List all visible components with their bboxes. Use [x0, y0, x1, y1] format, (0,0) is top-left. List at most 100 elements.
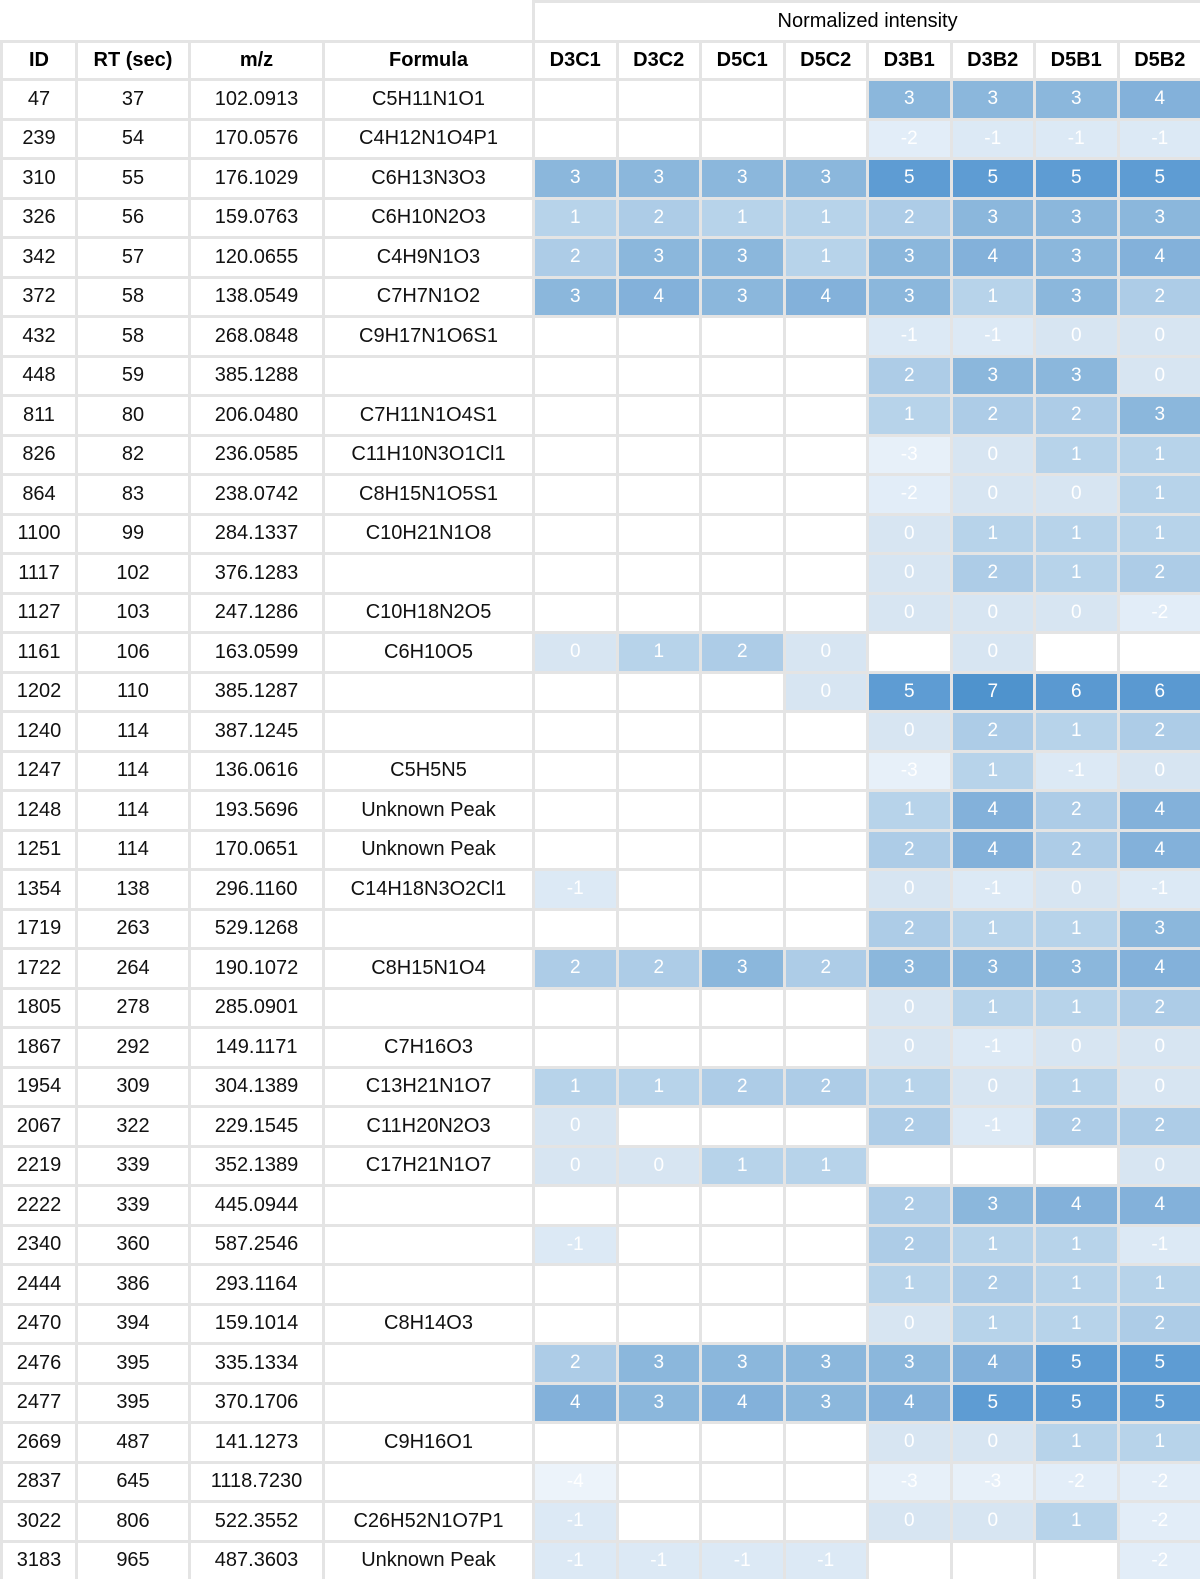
heat-cell-d3c1 — [532, 552, 619, 595]
cell-rt: 114 — [75, 789, 191, 832]
heat-cell-d3c2: 4 — [615, 275, 702, 318]
heat-cell-d5c1 — [699, 1460, 786, 1503]
heat-cell-d3b2: 1 — [949, 275, 1036, 318]
heat-cell-d3c1: 0 — [532, 631, 619, 674]
heat-cell-d5c1 — [699, 512, 786, 555]
heat-cell-d3c1 — [532, 828, 619, 871]
cell-mz: 293.1164 — [188, 1263, 325, 1306]
table-body: 47 37 102.0913 C5H11N1O1 3 3 3 4 239 54 170.0576 C4… — [0, 78, 1200, 1579]
cell-formula — [322, 1184, 535, 1227]
heat-cell-d5b1: 0 — [1033, 591, 1120, 634]
cell-rt: 264 — [75, 947, 191, 990]
table-row: 1954 309 304.1389 C13H21N1O7 1 1 2 2 1 0 1 0 — [0, 1065, 1200, 1108]
heat-cell-d5b2: 4 — [1116, 78, 1200, 121]
cell-mz: 170.0651 — [188, 828, 325, 871]
heat-cell-d3c1 — [532, 512, 619, 555]
heat-cell-d5b2: 3 — [1116, 394, 1200, 437]
heat-cell-d3b2: 3 — [949, 78, 1036, 121]
heat-cell-d5b2: 2 — [1116, 1302, 1200, 1345]
heat-cell-d5b1: 2 — [1033, 1105, 1120, 1148]
cell-formula — [322, 907, 535, 950]
heat-cell-d3b2: 0 — [949, 1065, 1036, 1108]
heat-cell-d5b2: 1 — [1116, 1421, 1200, 1464]
heat-cell-d3c2: 1 — [615, 631, 702, 674]
table-row: 372 58 138.0549 C7H7N1O2 3 4 3 4 3 1 3 2 — [0, 275, 1200, 318]
heat-cell-d5c2 — [782, 868, 869, 911]
heat-cell-d5c1: 3 — [699, 947, 786, 990]
heat-cell-d3b2: 5 — [949, 157, 1036, 200]
cell-id: 2222 — [0, 1184, 78, 1227]
col-header-m-z: m/z — [188, 40, 325, 81]
cell-mz: 159.0763 — [188, 196, 325, 239]
heat-cell-d3c1 — [532, 117, 619, 160]
cell-id: 3183 — [0, 1539, 78, 1579]
cell-formula — [322, 986, 535, 1029]
heat-cell-d3b1: 0 — [866, 986, 953, 1029]
heat-cell-d3c1: -1 — [532, 1223, 619, 1266]
heat-cell-d5b2: 4 — [1116, 947, 1200, 990]
cell-id: 432 — [0, 315, 78, 358]
cell-id: 2477 — [0, 1381, 78, 1424]
heat-cell-d3b1: 5 — [866, 157, 953, 200]
heat-cell-d3c1 — [532, 394, 619, 437]
cell-id: 1248 — [0, 789, 78, 832]
heat-cell-d5b2: 4 — [1116, 236, 1200, 279]
heat-cell-d5b1: 2 — [1033, 828, 1120, 871]
heat-cell-d3b1: 3 — [866, 78, 953, 121]
heat-cell-d5b1: 1 — [1033, 907, 1120, 950]
table-row: 432 58 268.0848 C9H17N1O6S1 -1 -1 0 0 — [0, 315, 1200, 358]
heat-cell-d3b2: 4 — [949, 789, 1036, 832]
heat-cell-d5c2 — [782, 117, 869, 160]
cell-mz: 387.1245 — [188, 710, 325, 753]
heat-cell-d5c1 — [699, 473, 786, 516]
table-row: 448 59 385.1288 2 3 3 0 — [0, 354, 1200, 397]
heat-cell-d5b1: 3 — [1033, 196, 1120, 239]
table-row: 2669 487 141.1273 C9H16O1 0 0 1 1 — [0, 1421, 1200, 1464]
heat-cell-d5c2 — [782, 512, 869, 555]
heat-cell-d5c2 — [782, 1223, 869, 1266]
cell-mz: 335.1334 — [188, 1342, 325, 1385]
heat-cell-d3b1: -2 — [866, 473, 953, 516]
table-row: 2470 394 159.1014 C8H14O3 0 1 1 2 — [0, 1302, 1200, 1345]
heat-cell-d5c2: 3 — [782, 157, 869, 200]
heat-cell-d5c2 — [782, 1302, 869, 1345]
cell-id: 239 — [0, 117, 78, 160]
table-row: 2222 339 445.0944 2 3 4 4 — [0, 1184, 1200, 1227]
table-row: 1161 106 163.0599 C6H10O5 0 1 2 0 0 — [0, 631, 1200, 674]
heat-cell-d3b2: 0 — [949, 1500, 1036, 1543]
col-header-d5b1: D5B1 — [1033, 40, 1120, 81]
cell-rt: 395 — [75, 1381, 191, 1424]
heat-cell-d3b1: 2 — [866, 1105, 953, 1148]
cell-id: 372 — [0, 275, 78, 318]
heat-cell-d3c2 — [615, 512, 702, 555]
heat-cell-d5c2: 1 — [782, 196, 869, 239]
cell-id: 3022 — [0, 1500, 78, 1543]
table-row: 826 82 236.0585 C11H10N3O1Cl1 -3 0 1 1 — [0, 433, 1200, 476]
heat-cell-d5c1: 3 — [699, 1342, 786, 1385]
heat-cell-d5b2: 4 — [1116, 789, 1200, 832]
cell-rt: 806 — [75, 1500, 191, 1543]
heat-cell-d3c2 — [615, 1105, 702, 1148]
cell-rt: 965 — [75, 1539, 191, 1579]
heat-cell-d5c2: 1 — [782, 1144, 869, 1187]
cell-mz: 149.1171 — [188, 1026, 325, 1069]
cell-rt: 55 — [75, 157, 191, 200]
cell-id: 1127 — [0, 591, 78, 634]
table-row: 864 83 238.0742 C8H15N1O5S1 -2 0 0 1 — [0, 473, 1200, 516]
heat-cell-d5c1 — [699, 117, 786, 160]
table-row: 1867 292 149.1171 C7H16O3 0 -1 0 0 — [0, 1026, 1200, 1069]
table-row: 1251 114 170.0651 Unknown Peak 2 4 2 4 — [0, 828, 1200, 871]
cell-id: 864 — [0, 473, 78, 516]
heat-cell-d3b1: 4 — [866, 1381, 953, 1424]
heat-cell-d5b2: -1 — [1116, 117, 1200, 160]
heat-cell-d3c1 — [532, 1184, 619, 1227]
heat-cell-d5b2: 2 — [1116, 275, 1200, 318]
col-header-id: ID — [0, 40, 78, 81]
cell-mz: 159.1014 — [188, 1302, 325, 1345]
heat-cell-d3b1: 0 — [866, 868, 953, 911]
heat-cell-d5b1: 2 — [1033, 394, 1120, 437]
heat-cell-d5c2: 4 — [782, 275, 869, 318]
cell-formula — [322, 552, 535, 595]
heat-cell-d3c1 — [532, 315, 619, 358]
col-header-rt-sec-: RT (sec) — [75, 40, 191, 81]
